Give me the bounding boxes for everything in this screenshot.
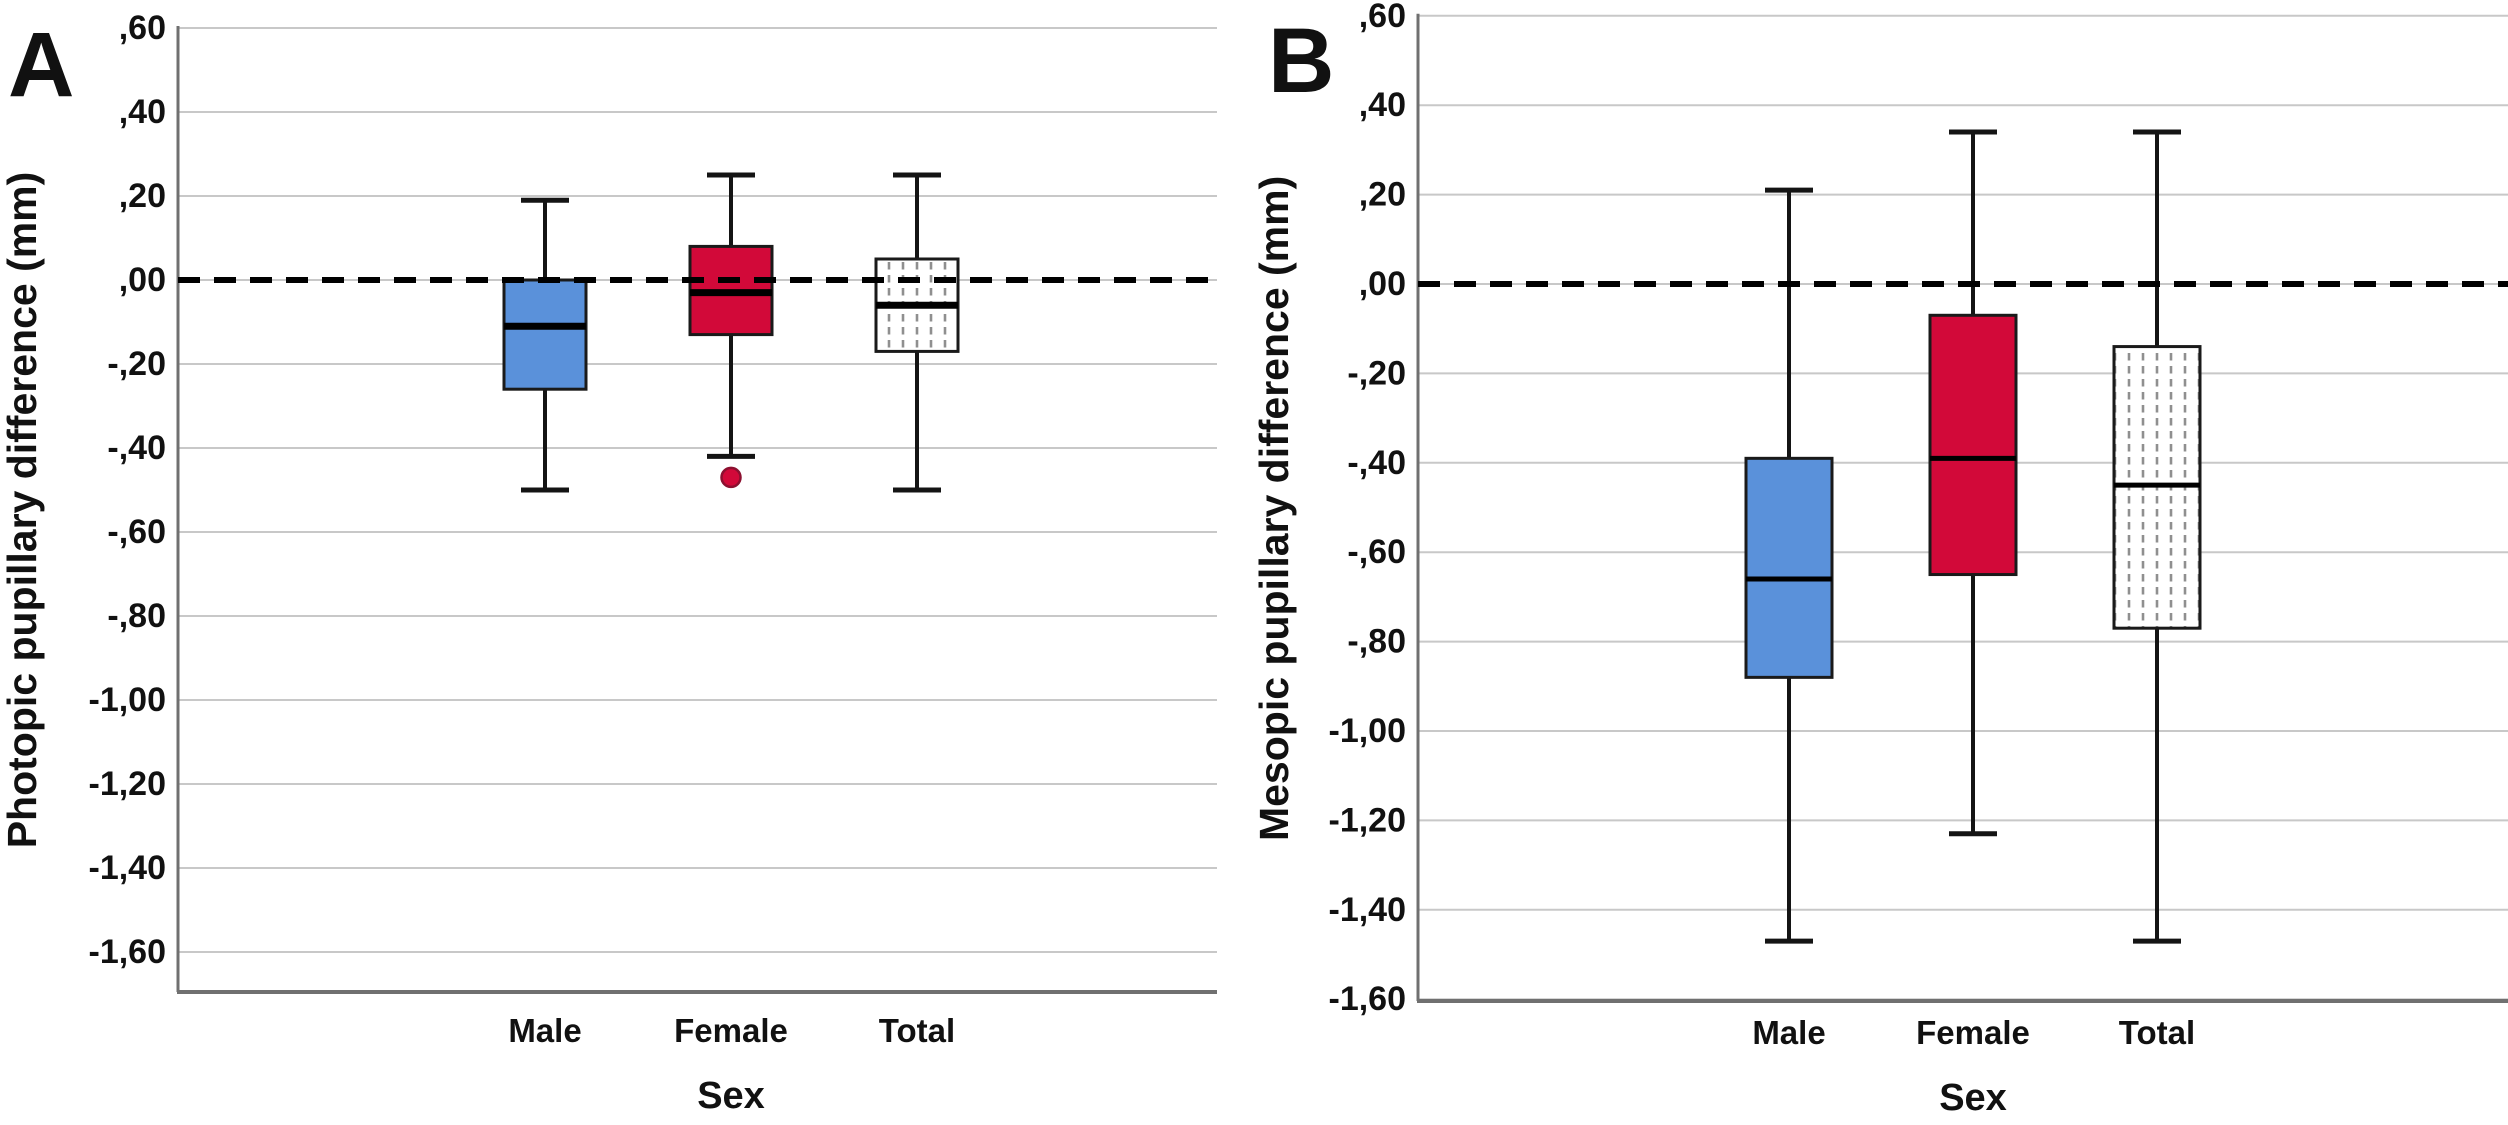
y-tick-label: -,20: [107, 345, 166, 383]
y-tick-label: -1,00: [89, 681, 167, 719]
x-axis-title: Sex: [1939, 1077, 2007, 1119]
y-tick-label: -1,20: [1329, 801, 1407, 839]
y-tick-label: ,60: [1359, 0, 1406, 35]
outlier-point: [720, 466, 742, 489]
y-tick-label: ,20: [119, 177, 166, 215]
box-group-male: [502, 197, 588, 493]
y-tick-label: ,20: [1359, 176, 1406, 214]
y-tick-label: -,60: [1347, 533, 1406, 571]
y-tick-label: ,40: [1359, 86, 1406, 124]
iqr-box: [1928, 313, 2018, 577]
x-tick-label: Female: [1916, 1014, 2030, 1051]
panel-background: [0, 0, 1254, 1125]
y-tick-label: -,40: [1347, 444, 1406, 482]
panel-a-chart: ,60 ,40 ,20 ,00 -,20 -,40 -,60 -,80 -1,00 -1,20 -1…: [0, 0, 1254, 1125]
x-axis-title: Sex: [697, 1075, 765, 1117]
y-tick-label: -,80: [1347, 623, 1406, 661]
iqr-box: [502, 278, 588, 391]
y-tick-label: -,20: [1347, 354, 1406, 392]
y-tick-label: ,00: [1359, 265, 1406, 303]
y-tick-label: -,40: [107, 429, 166, 467]
y-tick-label: ,60: [119, 9, 166, 47]
panel-letter: A: [8, 14, 74, 116]
y-tick-label: -1,40: [89, 849, 167, 887]
y-axis-title: Mesopic pupillary difference (mm): [1254, 176, 1297, 841]
y-axis-title: Photopic pupillary difference (mm): [0, 172, 45, 849]
y-tick-label: -1,20: [89, 765, 167, 803]
y-tick-label: -1,40: [1329, 891, 1407, 929]
y-tick-label: -1,60: [89, 933, 167, 971]
iqr-box: [1744, 456, 1834, 679]
x-tick-label: Male: [508, 1012, 581, 1049]
y-tick-label: ,40: [119, 93, 166, 131]
box-group-female: [1928, 129, 2018, 837]
x-tick-label: Male: [1752, 1014, 1825, 1051]
y-tick-label: ,00: [119, 261, 166, 299]
y-tick-label: -,60: [107, 513, 166, 551]
panel-background: [1254, 0, 2508, 1125]
x-tick-label: Total: [879, 1012, 955, 1049]
x-tick-label: Total: [2119, 1014, 2195, 1051]
box-group-total: [2112, 129, 2202, 944]
y-tick-label: -1,60: [1329, 980, 1407, 1018]
y-tick-label: -,80: [107, 597, 166, 635]
box-group-female: [688, 172, 774, 459]
box-group-total: [874, 172, 960, 493]
panel-b-chart: ,60 ,40 ,20 ,00 -,20 -,40 -,60 -,80 -1,00 -1,20 -1…: [1254, 0, 2508, 1125]
box-group-male: [1744, 187, 1834, 944]
x-tick-label: Female: [674, 1012, 788, 1049]
y-tick-label: -1,00: [1329, 712, 1407, 750]
panel-letter: B: [1268, 10, 1334, 112]
